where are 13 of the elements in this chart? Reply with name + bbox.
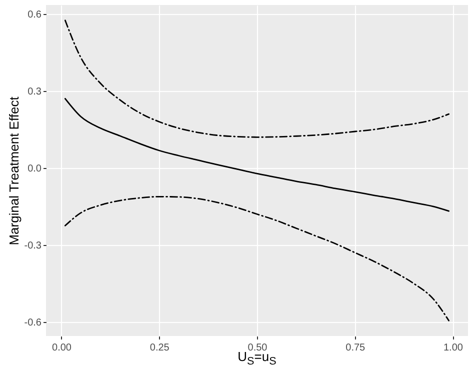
line-series [64, 20, 450, 138]
y-tick-label: -0.6 [24, 317, 42, 328]
line-series [64, 98, 450, 212]
x-tick-label: 1.00 [444, 342, 464, 354]
y-tick-label: 0.3 [28, 86, 42, 98]
x-tick-label: 0.25 [150, 342, 170, 354]
y-tick-label: 0.0 [28, 163, 42, 174]
x-tick-label: 0.75 [346, 342, 366, 354]
line-series [64, 196, 450, 322]
y-tick-label: 0.6 [28, 9, 42, 20]
x-tick-label: 0.00 [52, 342, 72, 354]
y-axis-title: Marginal Treatment Effect [6, 96, 22, 246]
y-tick-label: -0.3 [24, 240, 42, 252]
